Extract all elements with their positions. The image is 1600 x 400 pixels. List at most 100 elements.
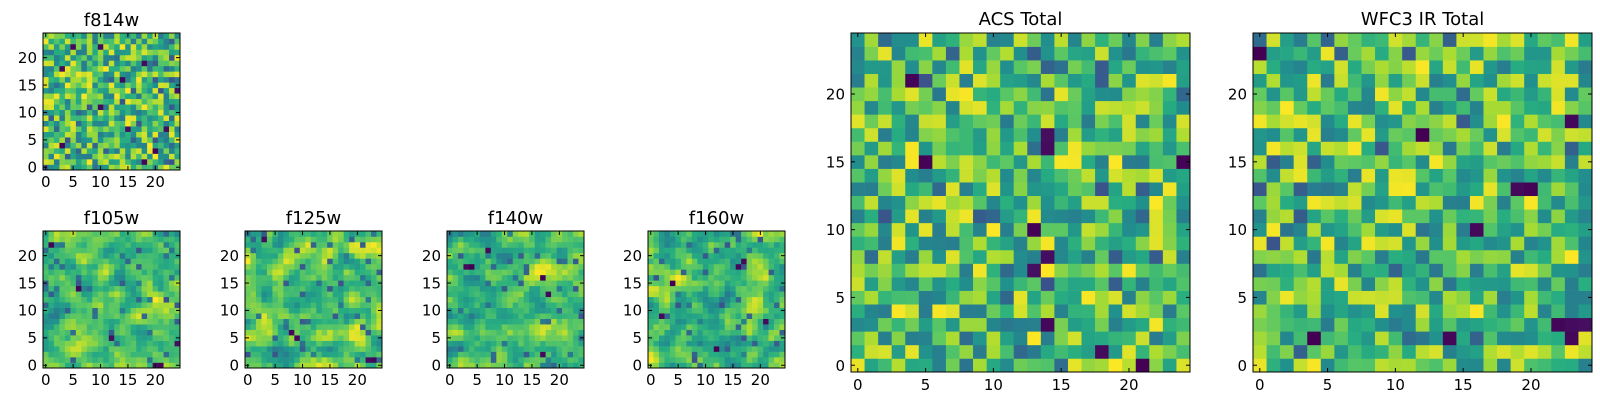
heatmap-cell (573, 231, 579, 237)
heatmap-cell (169, 71, 175, 78)
heatmap-cell (1564, 222, 1579, 237)
heatmap-cell (305, 247, 312, 254)
heatmap-cell (864, 277, 879, 291)
heatmap-cell (507, 357, 514, 363)
heatmap-cell (371, 313, 377, 319)
heatmap-cell (1551, 331, 1566, 346)
heatmap-cell (891, 87, 906, 102)
heatmap-cell (1524, 87, 1539, 102)
heatmap-cell (680, 252, 687, 259)
heatmap-cell (512, 258, 519, 265)
heatmap-cell (768, 351, 775, 358)
heatmap-cell (540, 285, 546, 292)
heatmap-cell (1108, 100, 1123, 115)
heatmap-cell (1307, 168, 1322, 183)
heatmap-cell (125, 302, 131, 309)
heatmap-cell (669, 280, 676, 287)
heatmap-cell (686, 247, 693, 254)
heatmap-cell (81, 231, 88, 237)
heatmap-cell (653, 296, 660, 303)
heatmap-cell (1081, 290, 1096, 305)
heatmap-cell (125, 71, 131, 78)
heatmap-cell (1483, 263, 1498, 278)
heatmap-cell (1054, 141, 1069, 156)
heatmap-cell (332, 351, 339, 358)
heatmap-cell (125, 263, 131, 270)
y-tick-label: 15 (18, 274, 37, 292)
heatmap-cell (59, 76, 66, 83)
heatmap-cell (680, 313, 687, 319)
heatmap-cell (851, 60, 865, 74)
heatmap-cell (360, 231, 366, 237)
heatmap-cell (64, 131, 71, 138)
heatmap-cell (86, 126, 93, 132)
heatmap-cell (1402, 195, 1417, 210)
heatmap-cell (310, 280, 317, 287)
heatmap-cell (512, 329, 519, 336)
heatmap-cell (518, 236, 525, 243)
heatmap-cell (1162, 100, 1177, 115)
heatmap-cell (114, 153, 121, 160)
heatmap-cell (75, 82, 82, 89)
heatmap-cell (288, 236, 295, 243)
heatmap-cell (174, 274, 181, 281)
heatmap-cell (746, 274, 753, 281)
heatmap-cell (272, 274, 279, 281)
heatmap-cell (152, 302, 159, 309)
heatmap-cell (103, 263, 110, 270)
heatmap-cell (1176, 155, 1191, 169)
heatmap-cells (43, 231, 181, 369)
heatmap-cell (878, 263, 892, 278)
heatmap-cell (1176, 209, 1191, 224)
heatmap-cell (1537, 33, 1552, 47)
heatmap-cell (1578, 317, 1593, 332)
heatmap-cell (266, 302, 273, 309)
heatmap-cell (152, 65, 159, 72)
heatmap-cell (86, 131, 93, 138)
heatmap-cell (463, 263, 470, 270)
heatmap-cell (1578, 155, 1593, 169)
heatmap-cell (891, 331, 906, 346)
heatmap-cell (365, 236, 372, 243)
heatmap-cell (288, 241, 295, 248)
heatmap-cell (1135, 304, 1150, 319)
heatmap-cell (163, 148, 170, 154)
heatmap-cell (1456, 155, 1471, 169)
heatmap-cell (1551, 236, 1566, 251)
heatmap-cell (92, 109, 99, 116)
heatmap-cell (43, 148, 49, 154)
heatmap-cell (1442, 263, 1457, 278)
heatmap-cell (75, 159, 82, 165)
heatmap-cell (169, 329, 175, 336)
heatmap-cell (529, 236, 535, 243)
heatmap-cell (1149, 114, 1164, 129)
heatmap-cell (75, 93, 82, 100)
heatmap-cell (463, 291, 470, 298)
heatmap-cell (365, 285, 372, 292)
heatmap-cell (1429, 277, 1444, 291)
heatmap-cell (973, 127, 987, 142)
heatmap-cell (851, 114, 865, 129)
heatmap-cell (1402, 114, 1417, 129)
heatmap-cell (103, 241, 110, 248)
heatmap-cell (702, 318, 709, 325)
heatmap-cell (691, 247, 698, 254)
heatmap-cell (136, 60, 142, 67)
heatmap-cell (147, 164, 153, 171)
heatmap-cell (501, 307, 508, 314)
heatmap-cell (250, 252, 257, 259)
heatmap-cell (719, 313, 726, 319)
heatmap-cell (545, 346, 552, 352)
heatmap-cell (332, 302, 339, 309)
heatmap-cell (545, 274, 552, 281)
heatmap-cell (1095, 358, 1109, 373)
heatmap-cell (713, 357, 720, 363)
heatmap-cell (463, 329, 470, 336)
heatmap-cell (746, 285, 753, 292)
heatmap-cell (321, 291, 328, 298)
heatmap-cell (349, 274, 355, 281)
heatmap-cell (70, 109, 77, 116)
heatmap-cell (152, 241, 159, 248)
heatmap-cell (1334, 114, 1349, 129)
heatmap-cell (1361, 100, 1376, 115)
